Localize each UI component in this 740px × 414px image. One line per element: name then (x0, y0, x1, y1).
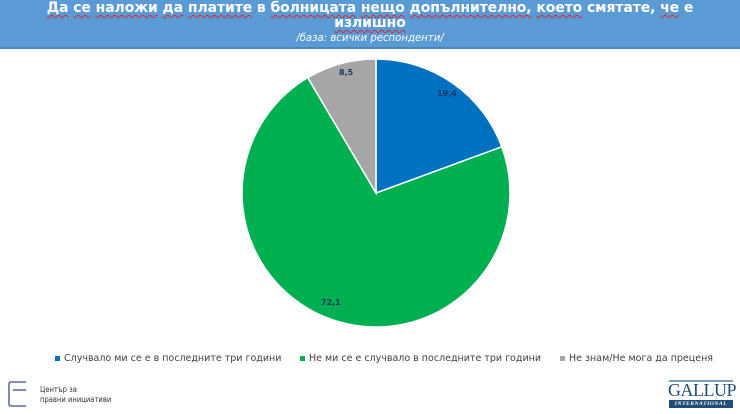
center-for-legal-initiatives-logo: Център за правни инициативи (6, 379, 126, 411)
legend-swatch-green-icon (300, 356, 305, 361)
cli-logo-mark-icon (8, 381, 26, 407)
slice-label-experienced: 19,4 (437, 89, 457, 98)
title-banner: Да се наложи да платите в болницата нещо… (0, 0, 740, 49)
legend-swatch-blue-icon (55, 356, 60, 361)
slice-label-not-experienced: 72,1 (321, 298, 341, 307)
slice-label-dont-know: 8,5 (339, 68, 354, 77)
gallup-international-logo: GALLUP INTERNATIONAL (668, 380, 737, 408)
legend-item-dont-know: Не знам/Не мога да преценя (560, 353, 713, 364)
chart-legend: Случвало ми се е в последните три години… (0, 353, 740, 367)
chart-title: Да се наложи да платите в болницата нещо… (0, 0, 740, 31)
legend-swatch-gray-icon (560, 356, 565, 361)
slice-experienced (375, 58, 503, 195)
slice-not-experienced (241, 76, 511, 328)
chart-subtitle: /база: всички респонденти/ (296, 31, 444, 44)
chart-title-line-2: излишно (334, 15, 406, 31)
legend-item-experienced: Случвало ми се е в последните три години (55, 353, 281, 364)
chart-title-line-1: Да се наложи да платите в болницата нещо… (46, 0, 694, 16)
legend-item-not-experienced: Не ми се е случвало в последните три год… (300, 353, 541, 364)
slice-dont-know (306, 58, 377, 196)
